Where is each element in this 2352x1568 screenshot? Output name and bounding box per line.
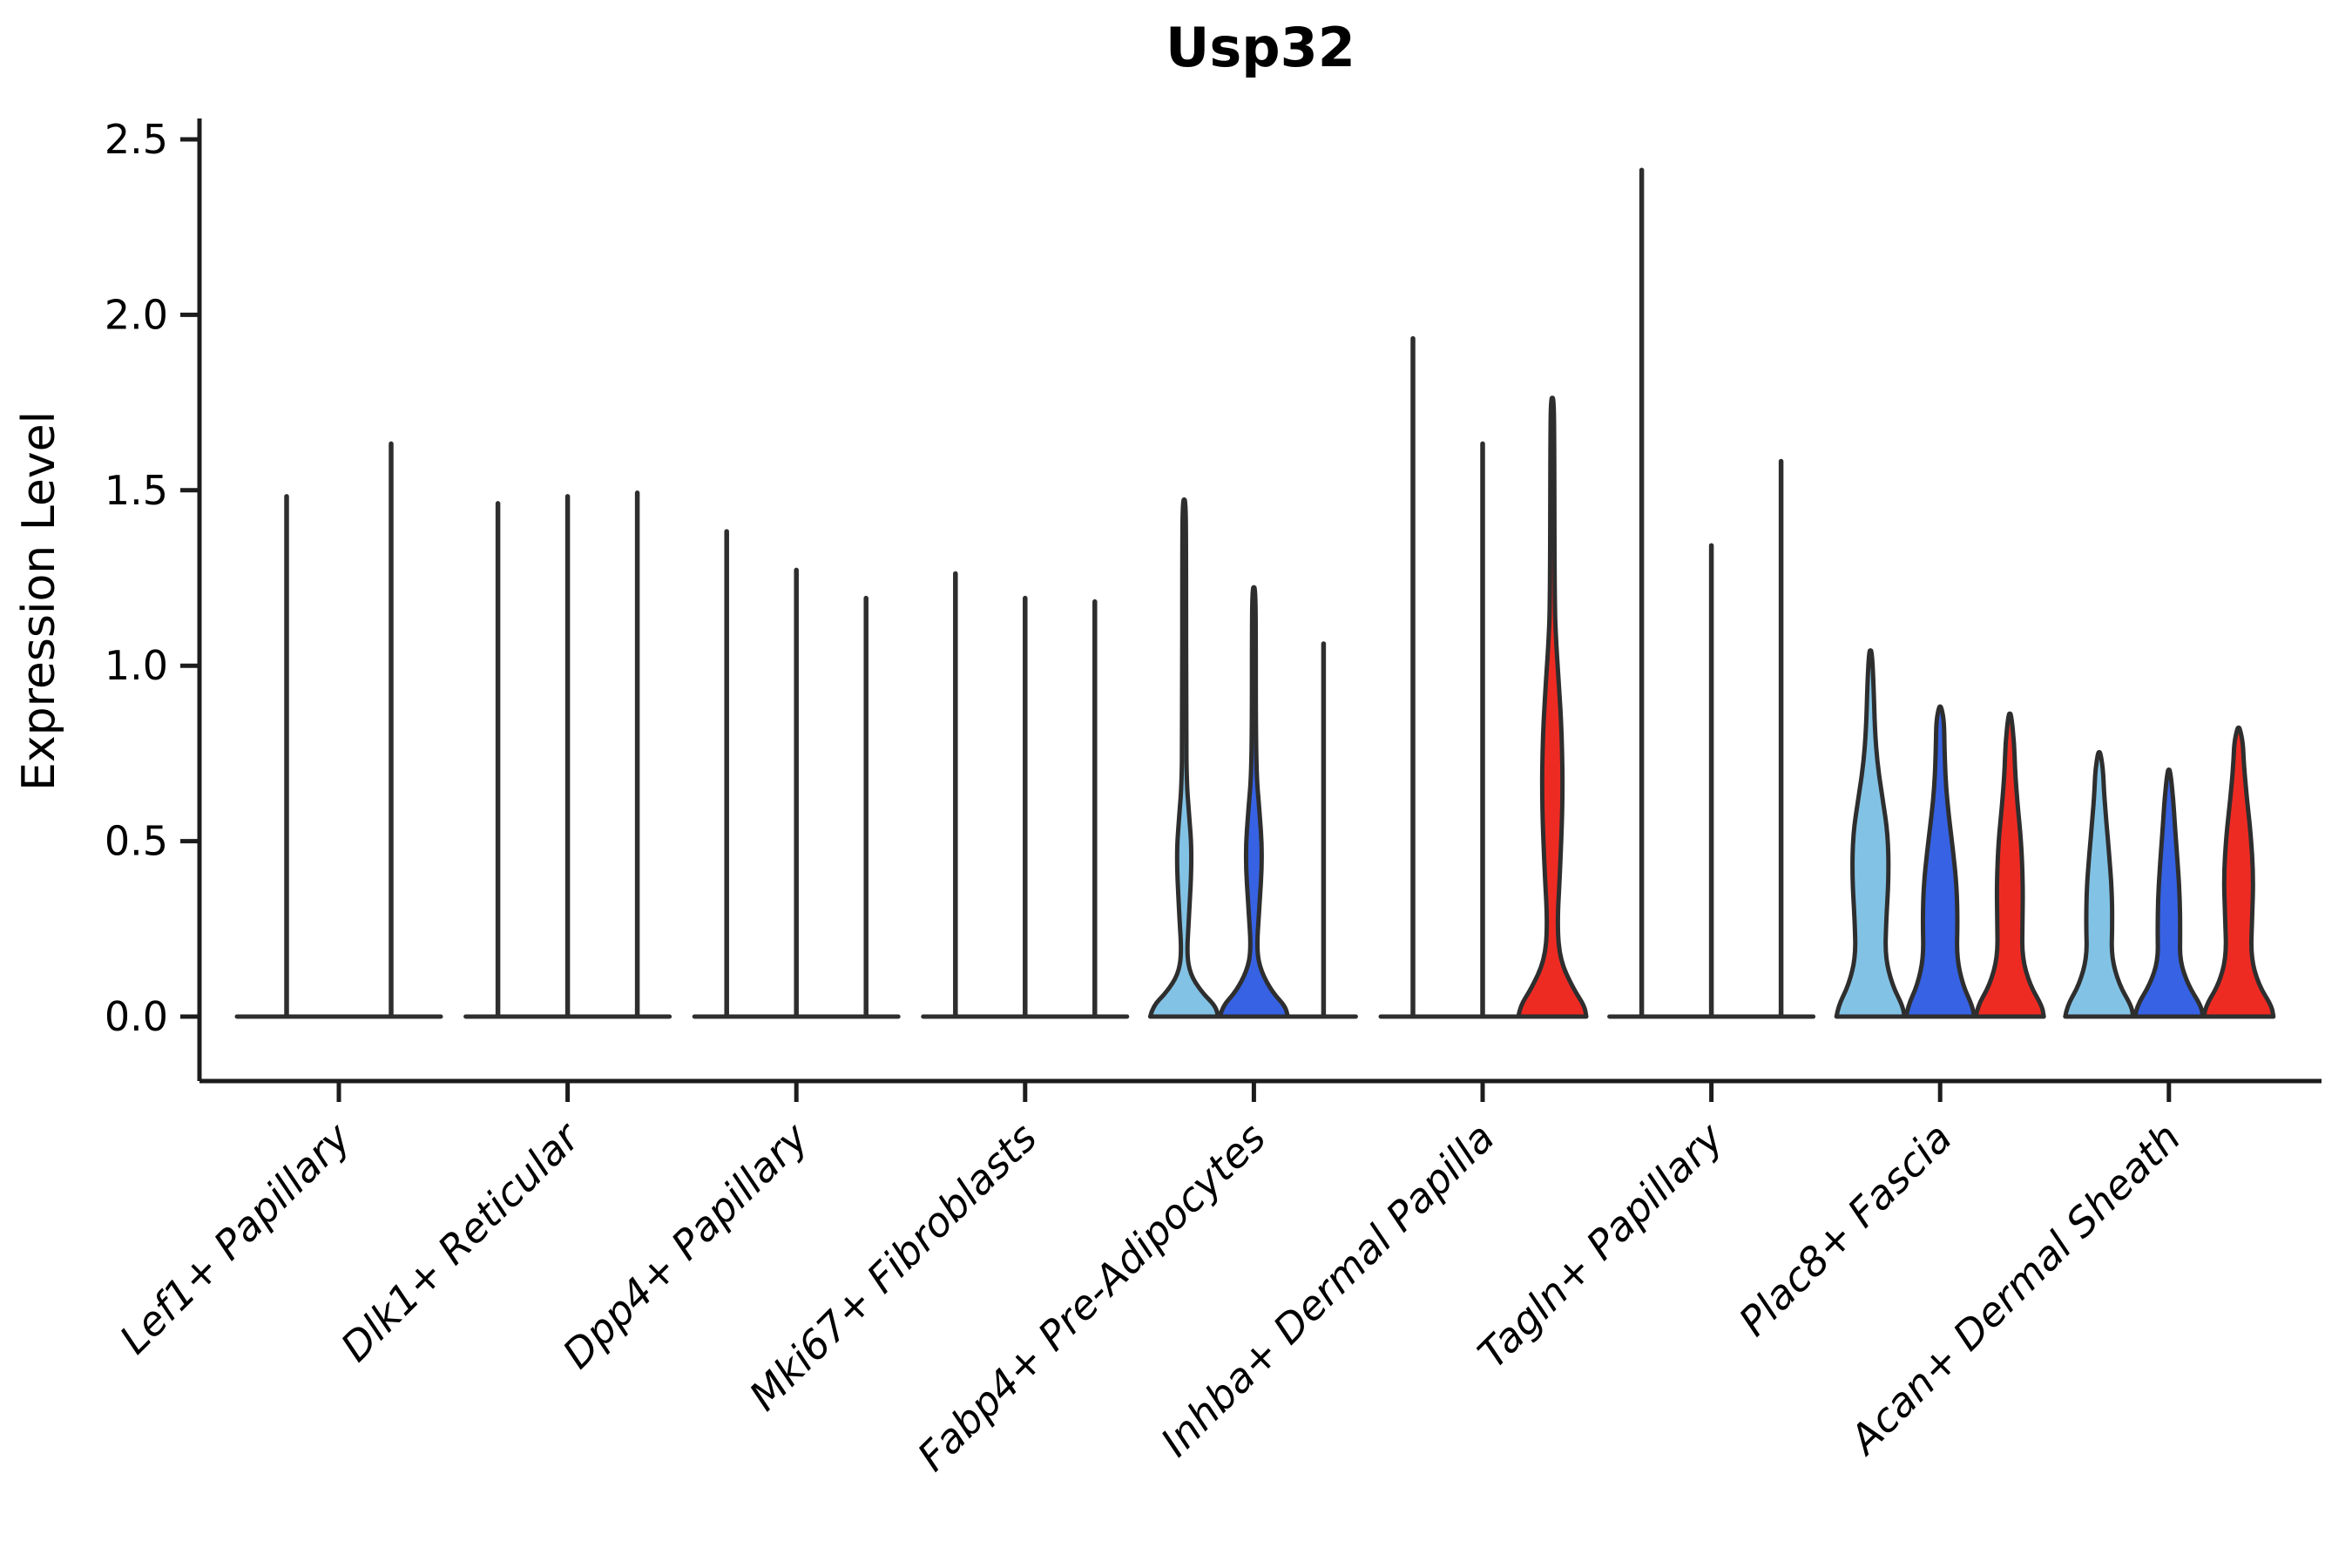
y-tick-label: 0.5 — [105, 818, 168, 865]
violin-group — [463, 490, 672, 1019]
y-tick-label: 1.5 — [105, 467, 168, 514]
plot-title: Usp32 — [1166, 16, 1355, 79]
violin-body — [1834, 648, 1907, 1019]
violin-body — [1516, 395, 1589, 1019]
violin-group — [2063, 725, 2276, 1019]
violin-body — [2063, 749, 2136, 1019]
violin-group — [921, 571, 1130, 1019]
y-axis-title: Expression Level — [13, 411, 65, 791]
violin-body — [1217, 585, 1290, 1019]
violin-body — [2201, 725, 2276, 1019]
violins-layer — [234, 167, 2276, 1019]
violin-group — [692, 529, 901, 1019]
violin-group — [234, 441, 443, 1019]
violin-group — [1834, 648, 2046, 1019]
violin-body — [2132, 767, 2206, 1019]
y-tick-label: 0.0 — [105, 993, 168, 1040]
violin-body — [1147, 497, 1220, 1019]
violin-group — [1607, 167, 1816, 1019]
y-tick-label: 2.5 — [105, 116, 168, 163]
violin-body — [1973, 711, 2046, 1019]
y-tick-label: 1.0 — [105, 642, 168, 689]
violin-group — [1378, 335, 1589, 1019]
y-tick-label: 2.0 — [105, 291, 168, 338]
violin-body — [1903, 704, 1977, 1019]
violin-group — [1147, 497, 1358, 1019]
